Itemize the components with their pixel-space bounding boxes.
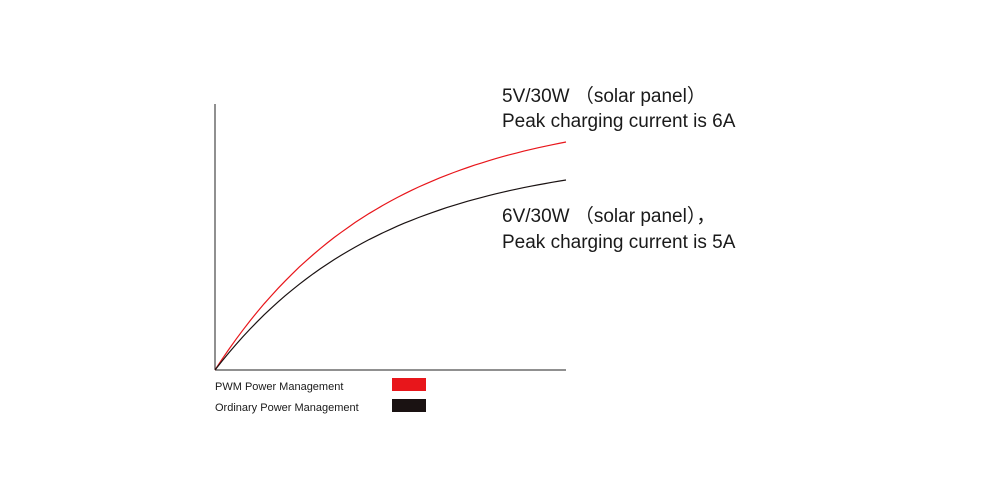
legend-label-pwm: PWM Power Management: [215, 381, 343, 393]
legend-label-ordinary: Ordinary Power Management: [215, 402, 359, 414]
annotation-pwm-line2: Peak charging current is 6A: [502, 111, 736, 132]
series-line-pwm: [214, 141, 567, 371]
annotation-ordinary-line2: Peak charging current is 5A: [502, 232, 736, 253]
annotation-pwm-line1: 5V/30W （solar panel）: [502, 85, 706, 107]
legend-swatch-ordinary: [392, 399, 426, 412]
annotation-ordinary-line1: 6V/30W （solar panel），: [502, 205, 715, 227]
series-line-ordinary: [214, 179, 567, 371]
legend-swatch-pwm: [392, 378, 426, 391]
